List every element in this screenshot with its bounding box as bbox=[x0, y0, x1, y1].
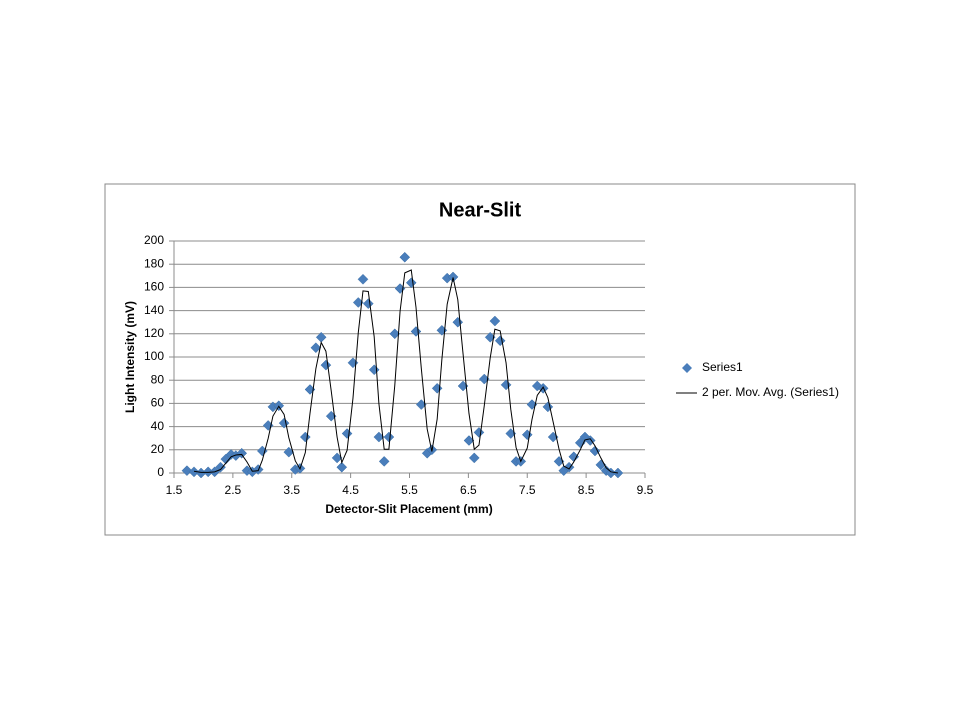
y-tick-label: 0 bbox=[157, 465, 164, 479]
data-point bbox=[378, 456, 390, 467]
data-point bbox=[589, 445, 601, 457]
data-point bbox=[405, 277, 417, 289]
data-point bbox=[310, 342, 322, 354]
y-tick-label: 200 bbox=[144, 233, 164, 247]
x-tick-label: 4.5 bbox=[342, 483, 359, 497]
x-tick-label: 6.5 bbox=[460, 483, 477, 497]
legend-label: Series1 bbox=[702, 360, 743, 374]
trend-line bbox=[193, 269, 618, 474]
data-point bbox=[494, 335, 506, 347]
y-tick-label: 180 bbox=[144, 256, 164, 270]
data-point bbox=[489, 315, 501, 327]
legend-marker bbox=[682, 363, 692, 373]
y-tick-label: 20 bbox=[151, 442, 165, 456]
y-axis-label: Light Intensity (mV) bbox=[123, 301, 137, 413]
y-tick-label: 120 bbox=[144, 326, 164, 340]
data-point bbox=[473, 427, 485, 438]
data-point bbox=[600, 465, 612, 477]
y-tick-label: 60 bbox=[151, 396, 165, 410]
data-point bbox=[468, 452, 480, 464]
x-tick-label: 3.5 bbox=[283, 483, 300, 497]
data-point bbox=[383, 431, 395, 443]
y-tick-label: 100 bbox=[144, 349, 164, 363]
x-tick-label: 5.5 bbox=[401, 483, 418, 497]
x-tick-label: 2.5 bbox=[225, 483, 242, 497]
data-point bbox=[399, 251, 411, 263]
data-point bbox=[531, 380, 543, 392]
data-point bbox=[236, 447, 248, 459]
data-point bbox=[362, 298, 374, 309]
data-point bbox=[336, 461, 348, 473]
data-point bbox=[188, 466, 200, 478]
data-point bbox=[447, 271, 459, 283]
y-tick-label: 140 bbox=[144, 303, 164, 317]
data-point bbox=[605, 467, 617, 479]
chart-frame bbox=[104, 183, 856, 536]
x-tick-label: 8.5 bbox=[578, 483, 595, 497]
legend-label: 2 per. Mov. Avg. (Series1) bbox=[702, 385, 839, 399]
x-tick-label: 1.5 bbox=[166, 483, 183, 497]
data-point bbox=[579, 431, 591, 443]
data-point bbox=[357, 273, 369, 285]
x-tick-label: 9.5 bbox=[637, 483, 654, 497]
x-axis-label: Detector-Slit Placement (mm) bbox=[325, 502, 492, 516]
x-tick-label: 7.5 bbox=[519, 483, 536, 497]
chart-title: Near-Slit bbox=[439, 199, 522, 221]
y-tick-label: 40 bbox=[151, 419, 165, 433]
data-point bbox=[181, 465, 193, 477]
y-tick-label: 160 bbox=[144, 280, 164, 294]
y-tick-label: 80 bbox=[151, 372, 165, 386]
